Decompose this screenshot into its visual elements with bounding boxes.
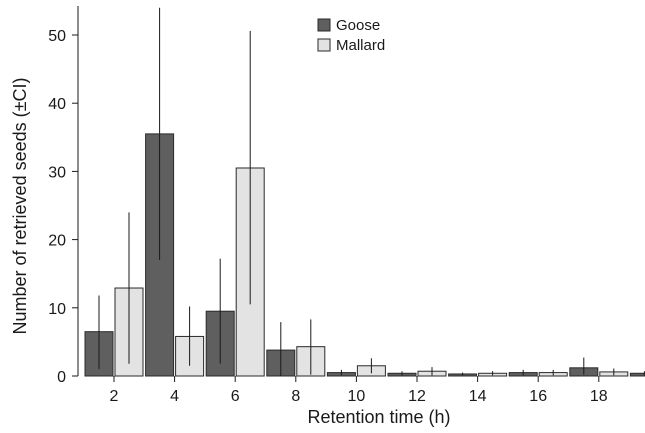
- x-tick-label-14: 14: [469, 388, 487, 405]
- bar-goose-20: [629, 372, 645, 377]
- legend: Goose Mallard: [317, 17, 385, 54]
- y-tick-label-20: 20: [48, 233, 66, 250]
- x-tick-label-6: 6: [231, 388, 240, 405]
- y-tick-label-40: 40: [48, 96, 66, 113]
- legend-swatch-mallard: [317, 38, 331, 52]
- x-axis-title: Retention time (h): [307, 407, 450, 427]
- x-tick-label-2: 2: [110, 388, 119, 405]
- axes-layer: 2468101214161820222401020304050: [48, 6, 608, 405]
- x-tick-label-16: 16: [529, 388, 547, 405]
- y-tick-label-50: 50: [48, 28, 66, 45]
- error-bars-layer: [98, 7, 645, 376]
- x-tick-label-10: 10: [348, 388, 366, 405]
- y-tick-label-10: 10: [48, 301, 66, 318]
- legend-swatch-goose: [317, 18, 331, 32]
- x-tick-label-18: 18: [590, 388, 608, 405]
- y-tick-label-30: 30: [48, 164, 66, 181]
- x-tick-label-8: 8: [291, 388, 300, 405]
- x-tick-label-4: 4: [170, 388, 179, 405]
- legend-label-goose: Goose: [336, 17, 380, 34]
- y-axis-title: Number of retrieved seeds (±CI): [10, 78, 30, 335]
- bars-layer: [84, 133, 645, 377]
- x-tick-label-12: 12: [408, 388, 426, 405]
- y-tick-label-0: 0: [57, 369, 66, 386]
- legend-label-mallard: Mallard: [336, 37, 385, 54]
